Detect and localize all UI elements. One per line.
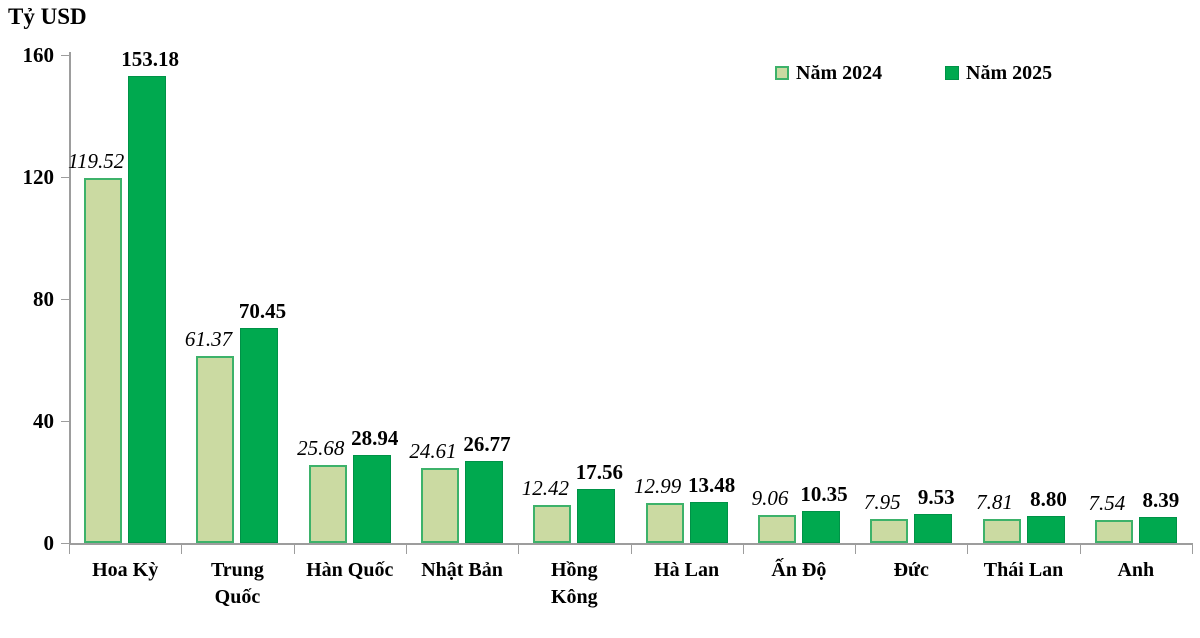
- value-label-2024-cat6: 9.06: [751, 486, 789, 511]
- chart-title: Tỷ USD: [8, 4, 87, 29]
- bar-2024-cat3: [421, 467, 460, 543]
- value-label-2025-cat0: 153.18: [121, 46, 180, 71]
- bar-2025-cat5: [689, 501, 728, 543]
- y-tick-80: [61, 298, 69, 300]
- bar-2025-cat6: [801, 511, 840, 543]
- x-label-cat5: Hà Lan: [654, 559, 720, 581]
- value-label-2024-cat0: 119.52: [68, 149, 125, 174]
- y-tick-label-80: 80: [33, 287, 54, 311]
- bar-2024-cat0: [84, 178, 123, 543]
- y-tick-label-120: 120: [22, 165, 55, 189]
- y-tick-160: [61, 54, 69, 56]
- bar-2025-cat1: [240, 328, 279, 543]
- x-label-cat4: Hồng Kông: [551, 559, 598, 608]
- y-tick-label-40: 40: [33, 409, 54, 433]
- bar-2025-cat8: [1026, 516, 1065, 543]
- value-label-2025-cat2: 28.94: [351, 425, 399, 450]
- value-label-2025-cat3: 26.77: [463, 432, 511, 457]
- bar-2024-cat9: [1094, 520, 1133, 543]
- x-label-cat7: Đức: [893, 559, 929, 581]
- value-label-2025-cat8: 8.80: [1030, 487, 1067, 512]
- value-label-2024-cat1: 61.37: [184, 326, 233, 351]
- value-label-2024-cat4: 12.42: [521, 476, 569, 501]
- x-label-cat8: Thái Lan: [983, 559, 1064, 581]
- y-tick-0: [61, 542, 69, 544]
- x-label-cat9: Anh: [1117, 559, 1155, 581]
- x-tick-8: [967, 545, 969, 554]
- x-tick-1: [181, 545, 183, 554]
- bar-2024-cat6: [757, 515, 796, 543]
- legend-item-nam-2025: Năm 2025: [945, 61, 1053, 84]
- y-tick-40: [61, 420, 69, 422]
- value-label-2025-cat5: 13.48: [688, 472, 736, 497]
- bar-2025-cat7: [914, 513, 953, 543]
- bar-2025-cat2: [352, 454, 391, 543]
- bar-2024-cat4: [533, 505, 572, 543]
- bar-2024-cat8: [982, 519, 1021, 543]
- value-label-2024-cat7: 7.95: [863, 489, 901, 514]
- value-label-2024-cat3: 24.61: [409, 438, 457, 463]
- x-tick-4: [518, 545, 520, 554]
- x-tick-9: [1079, 545, 1081, 554]
- value-label-2024-cat2: 25.68: [297, 435, 345, 460]
- x-label-cat6: Ấn Độ: [771, 559, 827, 581]
- value-label-2025-cat7: 9.53: [917, 484, 955, 509]
- x-label-cat3: Nhật Bản: [421, 559, 503, 581]
- value-label-2024-cat5: 12.99: [634, 474, 682, 499]
- bar-2025-cat9: [1138, 517, 1177, 543]
- x-label-cat1: Trung Quốc: [210, 559, 264, 608]
- value-label-2024-cat8: 7.81: [976, 490, 1013, 515]
- value-label-2025-cat6: 10.35: [800, 482, 848, 507]
- x-tick-5: [630, 545, 632, 554]
- value-label-2025-cat9: 8.39: [1142, 488, 1180, 513]
- value-label-2025-cat1: 70.45: [238, 299, 287, 324]
- bar-2024-cat7: [870, 518, 909, 543]
- y-tick-label-0: 0: [43, 531, 55, 555]
- bar-2025-cat0: [128, 75, 167, 543]
- x-tick-7: [855, 545, 857, 554]
- value-label-2024-cat9: 7.54: [1088, 491, 1126, 516]
- y-axis-line: [69, 52, 71, 545]
- value-label-2025-cat4: 17.56: [575, 460, 623, 485]
- x-tick-2: [293, 545, 295, 554]
- legend-label-2024: Năm 2024: [796, 61, 883, 84]
- y-tick-label-160: 160: [22, 43, 55, 67]
- legend-swatch-2024-icon: [775, 66, 789, 80]
- bar-2024-cat1: [196, 355, 235, 543]
- bar-2025-cat4: [577, 489, 616, 543]
- legend-label-2025: Năm 2025: [966, 61, 1053, 84]
- x-tick-0: [69, 545, 70, 554]
- x-label-cat2: Hàn Quốc: [306, 559, 394, 581]
- legend-swatch-2025-icon: [945, 66, 959, 80]
- x-tick-3: [405, 545, 407, 554]
- x-axis-line: [69, 543, 1193, 545]
- x-label-cat0: Hoa Kỳ: [92, 559, 159, 581]
- x-tick-10: [1192, 545, 1193, 554]
- bar-2024-cat2: [308, 464, 347, 543]
- bar-2024-cat5: [645, 503, 684, 543]
- bar-2025-cat3: [465, 461, 504, 543]
- x-tick-6: [742, 545, 744, 554]
- y-tick-120: [61, 176, 69, 178]
- legend-item-nam-2024: Năm 2024: [775, 61, 883, 84]
